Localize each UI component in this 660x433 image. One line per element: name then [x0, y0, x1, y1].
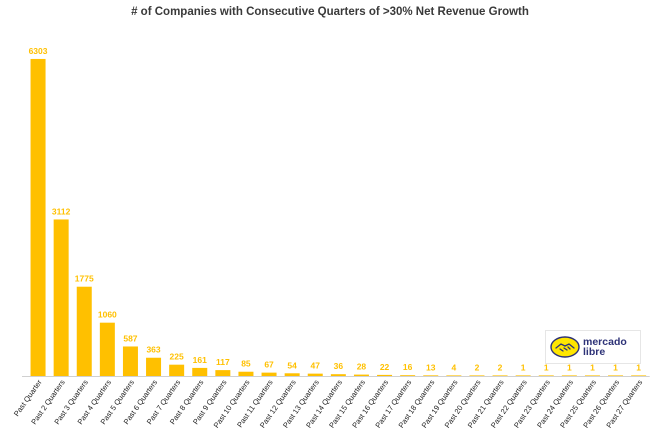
value-label-15: 28 — [357, 362, 367, 372]
bar-19 — [446, 375, 462, 376]
logo-wordmark: mercado libre — [583, 336, 627, 358]
bar-15 — [353, 374, 369, 376]
bar-24 — [561, 375, 577, 376]
bar-11 — [261, 372, 277, 376]
value-label-4: 1060 — [98, 310, 117, 320]
value-label-17: 16 — [403, 362, 413, 372]
bar-23 — [538, 375, 554, 376]
bar-18 — [423, 375, 439, 376]
bar-1 — [30, 58, 46, 376]
value-label-20: 2 — [475, 362, 480, 372]
bar-25 — [584, 375, 600, 376]
chart-title: # of Companies with Consecutive Quarters… — [131, 6, 529, 18]
value-label-3: 1775 — [75, 274, 94, 284]
value-label-23: 1 — [544, 362, 549, 372]
bar-26 — [608, 375, 624, 376]
logo-line1: mercado — [583, 336, 627, 348]
value-label-25: 1 — [590, 362, 595, 372]
handshake-icon — [550, 336, 580, 358]
value-label-5: 587 — [123, 333, 137, 343]
value-label-6: 363 — [146, 345, 160, 355]
value-label-16: 22 — [380, 362, 390, 372]
value-label-27: 1 — [636, 362, 641, 372]
bar-13 — [307, 373, 323, 376]
bar-2 — [53, 219, 69, 376]
logo-line2: libre — [583, 346, 606, 358]
value-label-12: 54 — [287, 360, 297, 370]
bar-10 — [238, 371, 254, 376]
bar-16 — [377, 374, 393, 376]
bar-5 — [122, 346, 138, 376]
bar-20 — [469, 375, 485, 376]
value-label-2: 3112 — [52, 206, 71, 216]
bar-3 — [76, 286, 92, 376]
value-label-22: 1 — [521, 362, 526, 372]
bar-4 — [99, 322, 115, 376]
value-label-8: 161 — [193, 355, 207, 365]
bar-17 — [400, 375, 416, 376]
bar-12 — [284, 373, 300, 376]
bar-9 — [215, 370, 231, 376]
value-label-1: 6303 — [29, 46, 48, 56]
value-label-13: 47 — [311, 361, 321, 371]
value-label-7: 225 — [170, 352, 184, 362]
value-label-14: 36 — [334, 361, 344, 371]
bar-21 — [492, 375, 508, 376]
bars-group — [30, 58, 647, 376]
bar-22 — [515, 375, 531, 376]
value-label-10: 85 — [241, 359, 251, 369]
value-label-21: 2 — [498, 362, 503, 372]
bar-14 — [330, 374, 346, 376]
value-label-24: 1 — [567, 362, 572, 372]
mercado-libre-logo: mercado libre — [545, 330, 641, 364]
value-label-9: 117 — [216, 357, 230, 367]
bar-7 — [169, 364, 185, 376]
value-label-11: 67 — [264, 360, 274, 370]
bar-6 — [146, 357, 162, 376]
bar-27 — [631, 375, 647, 376]
value-label-18: 13 — [426, 362, 436, 372]
value-label-26: 1 — [613, 362, 618, 372]
value-label-19: 4 — [451, 362, 456, 372]
bar-8 — [192, 367, 208, 376]
